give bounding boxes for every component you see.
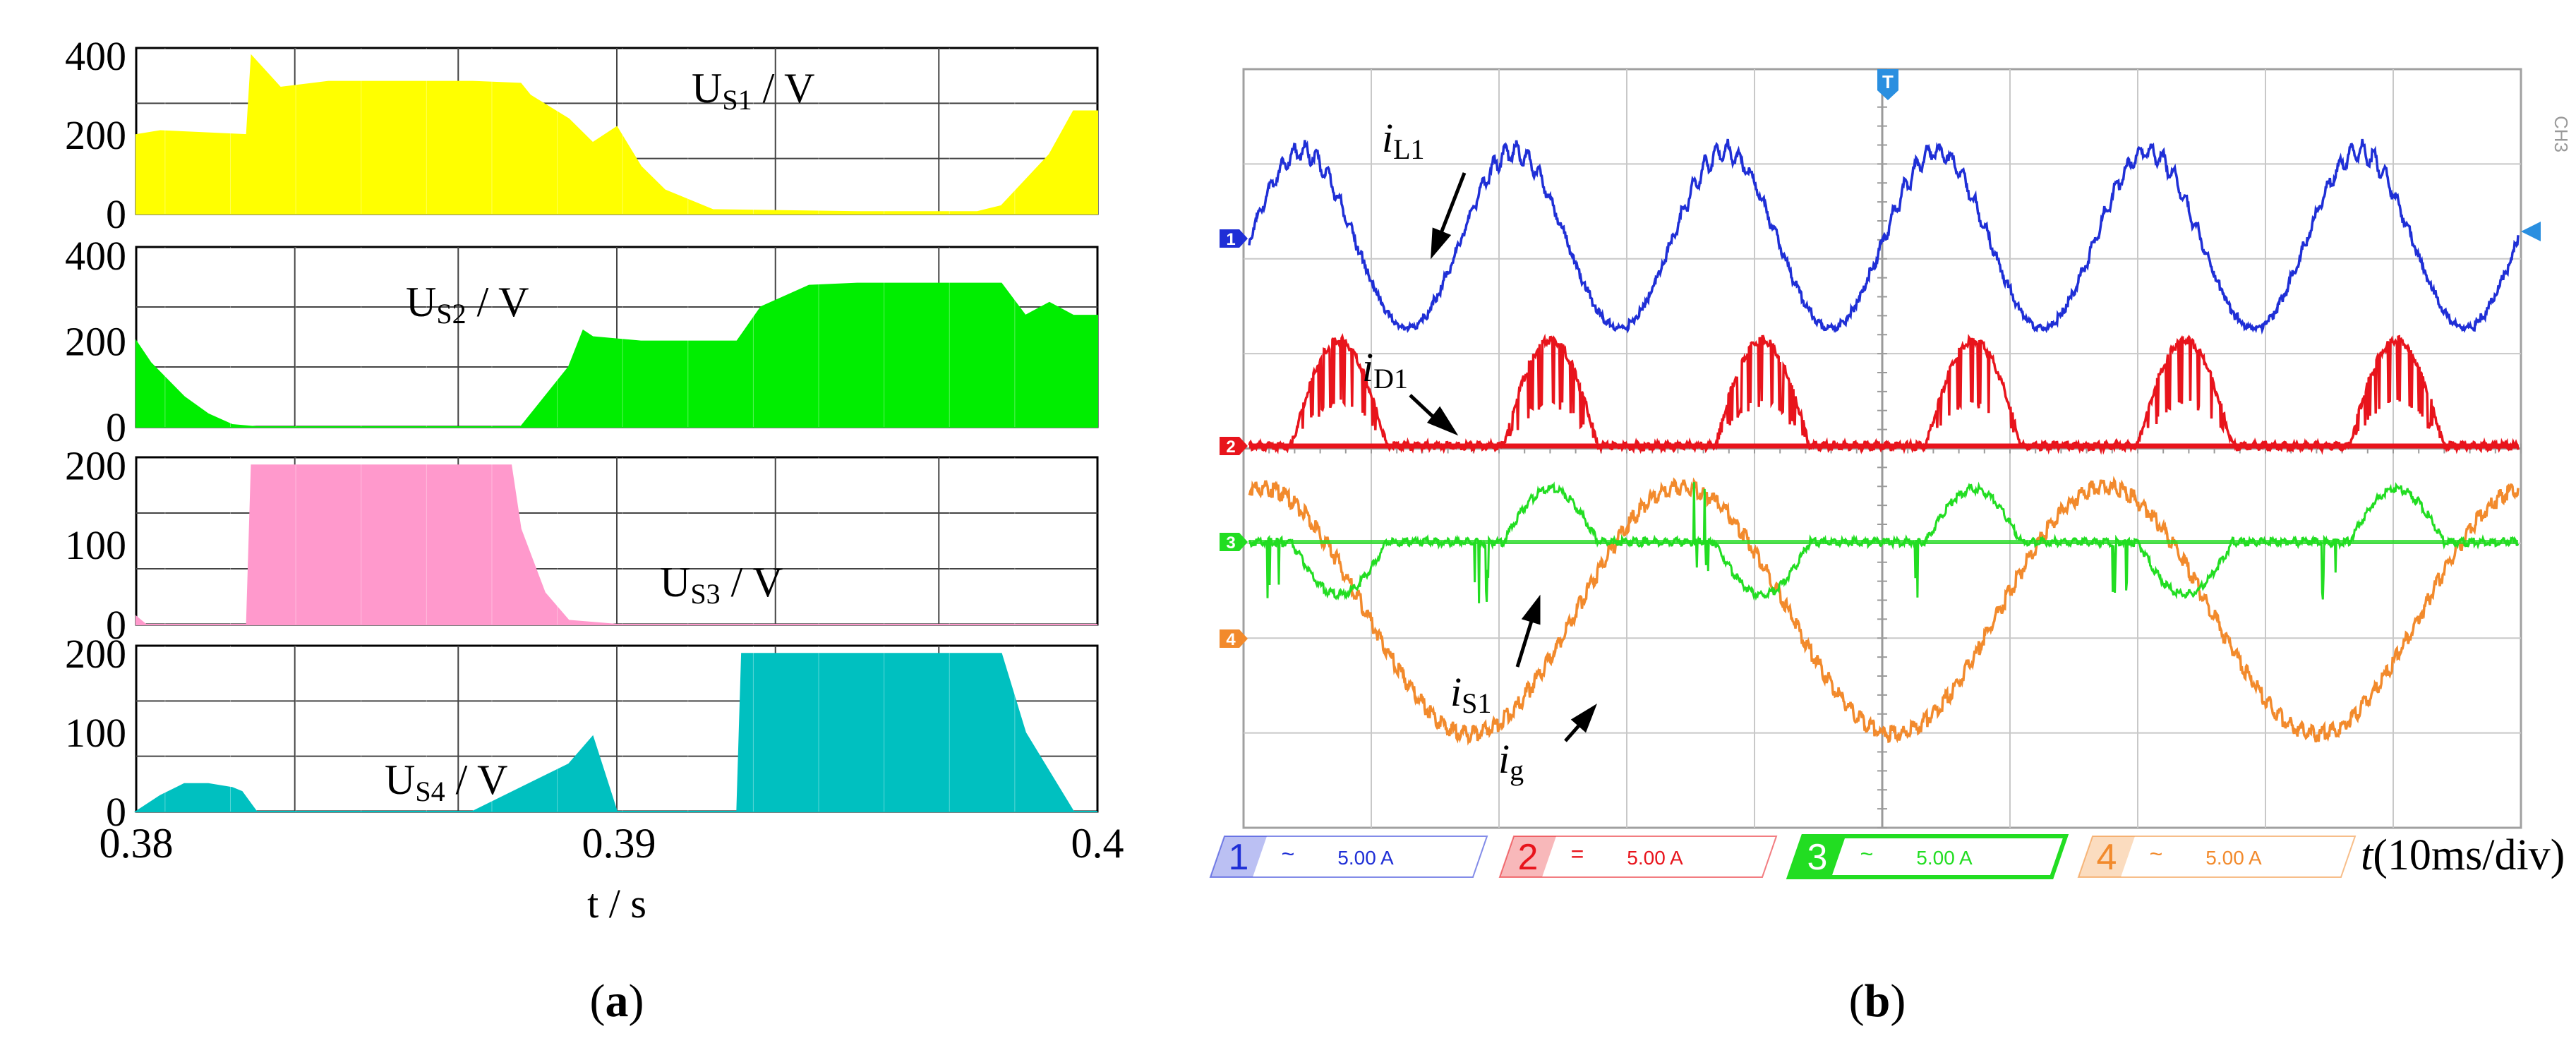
- scope-status-bar: 1 ~5.00 A 2 = 5.00 A 3 ~5.00 A 4 ~5.00 A: [1209, 834, 2357, 879]
- panel-b-oscilloscope: 1 2 3 4 T CH3 iL1 iD1 iS1 ig 1 ~5.00 A 2 = 5.00…: [1209, 68, 2572, 1027]
- trigger-marker-label: T: [1882, 71, 1894, 92]
- series-label-US3: US3 / V: [660, 559, 783, 610]
- trace-label-iS1: iS1: [1450, 669, 1491, 719]
- y-tick-label-US3-200: 200: [65, 442, 126, 488]
- subplot-US1: 400 200 0 US1 / V: [65, 33, 1099, 237]
- channel-marker-1: 1: [1220, 229, 1248, 249]
- y-tick-label-US2-200: 200: [65, 319, 126, 365]
- trigger-marker-top: T: [1877, 69, 1898, 100]
- label-arrows: [1409, 172, 1597, 742]
- channel-marker-4: 4: [1220, 629, 1248, 649]
- subplot-US4: 200 100 0 US4 / V: [65, 631, 1099, 835]
- series-area-US3: [136, 464, 1097, 625]
- arrow-iL1: [1431, 172, 1467, 260]
- series-label-US2: US2 / V: [406, 279, 529, 330]
- arrow-iD1: [1409, 394, 1459, 436]
- channel-status-coupling-4: ~: [2150, 841, 2163, 867]
- x-tick-label-0.39: 0.39: [582, 820, 656, 867]
- y-tick-label-US1-200: 200: [65, 112, 126, 158]
- scope-channel-markers: 1 2 3 4: [1220, 229, 1248, 649]
- channel-marker-label-1: 1: [1226, 230, 1235, 249]
- channel-status-scale-1: 5.00 A: [1337, 847, 1394, 869]
- arrow-ig: [1564, 704, 1597, 742]
- channel-status-number-2: 2: [1518, 837, 1539, 878]
- y-tick-label-US1-400: 400: [65, 33, 126, 79]
- series-label-US4: US4 / V: [385, 756, 508, 807]
- y-tick-label-US2-0: 0: [106, 404, 126, 450]
- channel-status-scale-2: 5.00 A: [1627, 847, 1683, 869]
- trace-ig: [1248, 476, 2520, 746]
- trace-label-iD1: iD1: [1362, 344, 1408, 394]
- scope-traces: [1248, 138, 2520, 746]
- series-label-US1: US1 / V: [692, 65, 815, 116]
- channel-marker-2: 2: [1220, 437, 1248, 457]
- channel-status-number-1: 1: [1229, 837, 1249, 878]
- channel-status-coupling-3: ~: [1860, 841, 1874, 867]
- x-axis-label: t / s: [587, 881, 646, 927]
- x-tick-label-0.38: 0.38: [100, 820, 174, 867]
- y-tick-label-US4-100: 100: [65, 710, 126, 756]
- subplot-US2: 400 200 0 US2 / V: [65, 233, 1099, 450]
- channel-status-coupling-2: =: [1571, 841, 1584, 867]
- x-tick-label-0.4: 0.4: [1071, 820, 1124, 867]
- arrow-iS1: [1515, 594, 1541, 668]
- channel-marker-label-2: 2: [1226, 438, 1235, 457]
- panel-a-caption: (a): [590, 975, 644, 1027]
- y-tick-label-US2-400: 400: [65, 233, 126, 279]
- channel-status-3: 3 ~5.00 A: [1786, 834, 2069, 879]
- channel-status-number-3: 3: [1807, 837, 1828, 878]
- series-area-US4: [133, 653, 1097, 812]
- series-area-US2: [136, 282, 1098, 428]
- time-per-division-label: t(10ms/div): [2361, 831, 2565, 879]
- channel-status-scale-3: 5.00 A: [1916, 847, 1973, 869]
- panel-b-caption: (b): [1849, 975, 1906, 1027]
- channel-status-2: 2 = 5.00 A: [1498, 836, 1778, 878]
- channel-status-number-4: 4: [2097, 837, 2117, 878]
- channel-marker-label-3: 3: [1226, 533, 1235, 553]
- channel-status-scale-4: 5.00 A: [2205, 847, 2262, 869]
- channel-marker-3: 3: [1220, 533, 1248, 553]
- y-tick-label-US3-0: 0: [106, 602, 126, 648]
- series-area-US1: [136, 54, 1098, 215]
- trace-label-ig: ig: [1498, 736, 1524, 786]
- y-tick-label-US4-200: 200: [65, 631, 126, 677]
- channel-marker-label-4: 4: [1226, 630, 1236, 649]
- subplot-US3: 200 100 0 US3 / V: [65, 442, 1099, 648]
- trigger-level-marker: [2521, 222, 2541, 241]
- trace-label-iL1: iL1: [1382, 115, 1425, 165]
- trace-iL1: [1248, 138, 2520, 335]
- channel-status-4: 4 ~5.00 A: [2077, 836, 2357, 878]
- y-tick-label-US4-0: 0: [106, 789, 126, 835]
- y-tick-label-US3-100: 100: [65, 522, 126, 568]
- ch3-side-label: CH3: [2551, 116, 2572, 152]
- trace-labels: iL1 iD1 iS1 ig: [1362, 115, 1524, 786]
- y-tick-label-US1-0: 0: [106, 191, 126, 237]
- channel-status-coupling-1: ~: [1282, 841, 1295, 867]
- channel-status-1: 1 ~5.00 A: [1209, 836, 1488, 878]
